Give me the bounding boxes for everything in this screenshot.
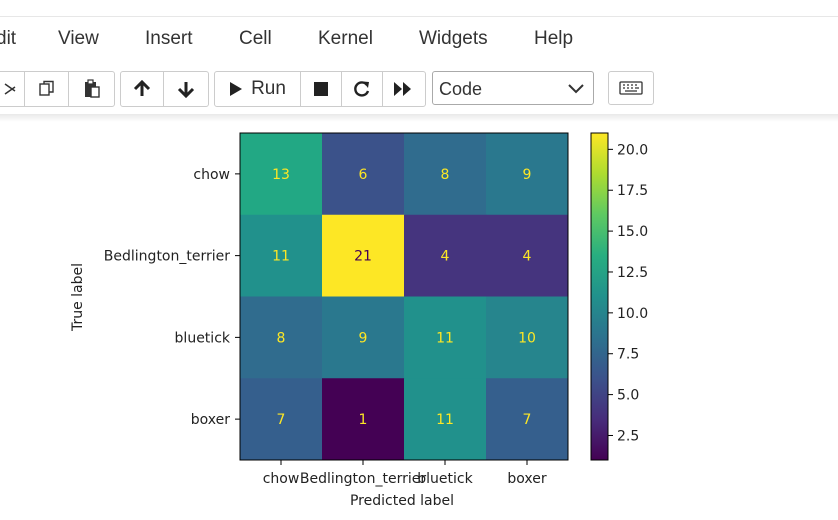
y-tick-label: boxer [191, 412, 230, 428]
y-tick-label: chow [193, 167, 230, 183]
toolbar: Run [0, 61, 838, 115]
colorbar-tick-label: 2.5 [617, 428, 639, 444]
cell-value-label: 11 [272, 249, 290, 265]
heatmap-cell [404, 296, 487, 379]
colorbar-ticks: 2.5 5.0 7.5 10.0 12.5 15.0 17.5 20.0 [608, 142, 648, 444]
paste-button[interactable] [69, 72, 114, 106]
colorbar-tick-label: 5.0 [617, 388, 639, 404]
cell-value-label: 4 [523, 249, 532, 265]
x-tick-label: bluetick [417, 471, 473, 487]
copy-icon [38, 80, 54, 96]
run-label: Run [251, 78, 286, 99]
copy-button[interactable] [25, 72, 69, 106]
heatmap-cell [486, 133, 569, 216]
colorbar-tick-label: 20.0 [617, 142, 648, 158]
run-button-group: Run [214, 71, 426, 107]
menu-kernel[interactable]: Kernel [318, 28, 373, 49]
heatmap-cell [322, 214, 405, 297]
menu-help[interactable]: Help [534, 28, 574, 49]
x-tick-label: chow [263, 471, 300, 487]
cell-value-label: 7 [277, 412, 286, 428]
arrow-down-icon [177, 82, 194, 98]
cell-value-label: 7 [523, 412, 532, 428]
command-palette-button[interactable] [608, 71, 654, 105]
colorbar [590, 132, 609, 461]
move-up-button[interactable] [121, 72, 164, 106]
run-button[interactable]: Run [215, 72, 301, 106]
cell-value-label: 6 [359, 167, 368, 183]
heatmap-cell [322, 378, 405, 461]
edit-button-group [0, 71, 115, 107]
cell-value-label: 21 [354, 249, 372, 265]
heatmap-cell [240, 378, 323, 461]
cell-value-label: 11 [436, 330, 454, 346]
toolbar-shadow [0, 114, 838, 122]
cut-button[interactable] [0, 72, 25, 106]
cell-value-label: 1 [359, 412, 368, 428]
cell-value-label: 11 [436, 412, 454, 428]
menu-view[interactable]: View [58, 28, 99, 49]
cell-value-label: 9 [359, 330, 368, 346]
cell-type-select[interactable]: Code [432, 71, 594, 105]
y-tick-group: chow Bedlington_terrier bluetick boxer [104, 167, 240, 428]
scissors-icon [4, 83, 15, 95]
heatmap-cell [322, 296, 405, 379]
menu-edit[interactable]: dit [0, 28, 17, 49]
move-button-group [120, 71, 209, 107]
move-down-button[interactable] [164, 72, 207, 106]
colorbar-tick-label: 17.5 [617, 183, 648, 199]
restart-button[interactable] [342, 72, 383, 106]
colorbar-tick-label: 12.5 [617, 265, 648, 281]
play-icon [230, 82, 243, 96]
cell-value-label: 8 [441, 167, 450, 183]
y-axis-label: True label [70, 263, 86, 332]
y-tick-label: Bedlington_terrier [104, 249, 230, 265]
heatmap-cell [240, 214, 323, 297]
heatmap-cells: 13 6 8 911 21 4 48 9 11 107 1 11 7 [240, 133, 569, 461]
menu-bar: dit View Insert Cell Kernel Widgets Help [0, 16, 838, 62]
chevron-down-icon [568, 84, 584, 94]
heatmap-cell [322, 133, 405, 216]
heatmap-cell [240, 296, 323, 379]
fast-forward-icon [394, 82, 411, 96]
cell-value-label: 9 [523, 167, 532, 183]
colorbar-tick-label: 7.5 [617, 347, 639, 363]
menu-widgets[interactable]: Widgets [419, 28, 488, 49]
interrupt-button[interactable] [301, 72, 342, 106]
heatmap-cell [486, 296, 569, 379]
menu-cell[interactable]: Cell [239, 28, 272, 49]
cell-value-label: 13 [272, 167, 290, 183]
x-tick-label: Bedlington_terrier [300, 471, 426, 487]
confusion-matrix-chart: 13 6 8 911 21 4 48 9 11 107 1 11 7 chow Bedlington_te… [70, 132, 648, 509]
heatmap-cell [404, 133, 487, 216]
heatmap-cell [404, 378, 487, 461]
restart-run-all-button[interactable] [383, 72, 423, 106]
heatmap-cell [240, 133, 323, 216]
keyboard-icon [619, 81, 643, 95]
heatmap-cell [486, 214, 569, 297]
x-tick-label: boxer [507, 471, 546, 487]
cell-value-label: 10 [518, 330, 536, 346]
cell-type-value: Code [439, 79, 483, 99]
stop-icon [314, 82, 328, 96]
heatmap-frame [239, 132, 569, 461]
cell-value-label: 4 [441, 249, 450, 265]
heatmap-cell [486, 378, 569, 461]
y-tick-label: bluetick [175, 330, 231, 346]
colorbar-tick-label: 10.0 [617, 306, 648, 322]
colorbar-tick-label: 15.0 [617, 224, 648, 240]
x-axis-label: Predicted label [350, 493, 454, 509]
menu-insert[interactable]: Insert [145, 28, 193, 49]
restart-icon [354, 81, 370, 97]
paste-icon [84, 79, 100, 98]
heatmap-cell [404, 214, 487, 297]
cell-value-label: 8 [277, 330, 286, 346]
arrow-up-icon [133, 80, 151, 96]
